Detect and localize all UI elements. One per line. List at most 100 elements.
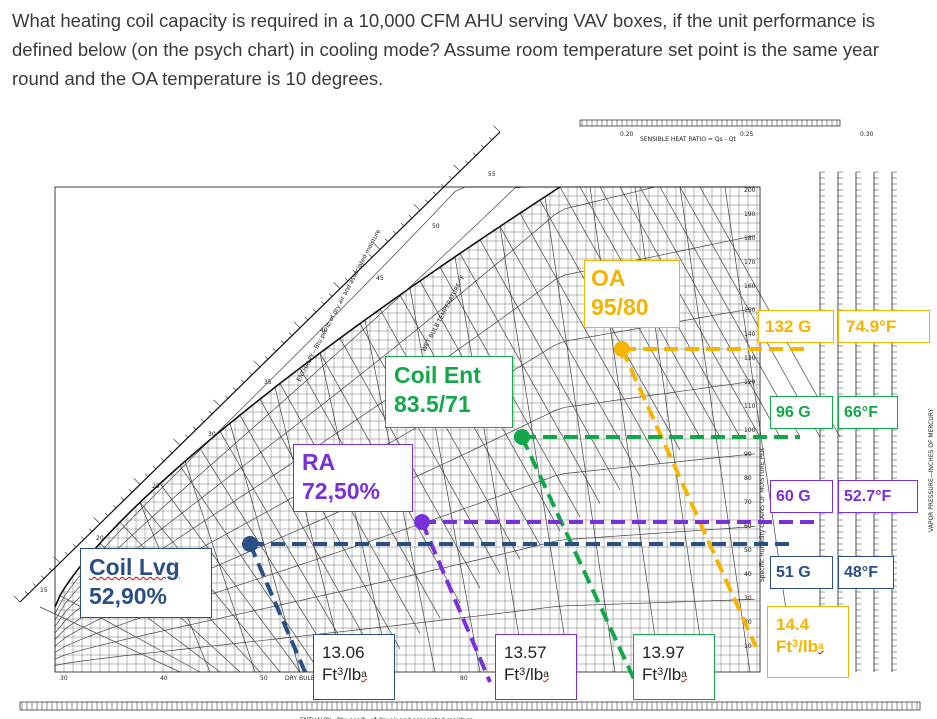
enthalpy-tick (344, 277, 349, 282)
enthalpy-tick (453, 164, 461, 172)
enthalpy-tick (304, 316, 309, 321)
wet-bulb-line (619, 186, 761, 438)
enthalpy-tick (280, 340, 285, 344)
coil-lvg-volume-value: 13.06 (322, 643, 365, 662)
enthalpy-tick (24, 591, 29, 595)
enthalpy-tick (104, 512, 109, 517)
grain-tick-label: 60 (744, 523, 752, 530)
enthalpy-tick (253, 360, 261, 368)
coil-lvg-grains-value: 51 G (776, 564, 811, 581)
enthalpy-tick-label: 35 (264, 379, 272, 386)
enthalpy-tick (72, 544, 77, 548)
coil-ent-label-line2: 83.5/71 (394, 391, 471, 417)
coil-lvg-label-line1: Coil Lvg (89, 554, 180, 580)
grain-tick-label: 110 (744, 403, 756, 410)
wet-bulb-line (39, 606, 181, 673)
enthalpy-tick-label: 30 (208, 431, 216, 438)
state-point-marker (614, 341, 630, 357)
wet-bulb-line (639, 186, 781, 438)
volume-line (544, 196, 616, 673)
coil-lvg-volume-unit: Ft3/lba (322, 665, 367, 684)
coil-ent-label-line1: Coil Ent (394, 362, 481, 388)
enthalpy-tick (368, 254, 373, 258)
enthalpy-tick (384, 238, 389, 242)
coil-ent-volume-box: 13.97 Ft3/lba (633, 634, 715, 700)
oa-label-box: OA 95/80 (584, 260, 680, 328)
enthalpy-tick (88, 528, 93, 532)
coil-ent-volume-value: 13.97 (642, 643, 685, 662)
enthalpy-tick-label: 50 (432, 223, 440, 230)
enthalpy-tick (160, 457, 165, 462)
grain-tick-label: 150 (744, 307, 756, 314)
enthalpy-left-title: ENTHALPY—Btu per lb of dry air and assoc… (296, 228, 383, 383)
wet-bulb-line (479, 239, 621, 491)
enthalpy-tick (240, 379, 245, 383)
enthalpy-tick (440, 183, 445, 188)
dry-bulb-tick: 40 (160, 675, 168, 682)
oa-label-line2: 95/80 (591, 294, 649, 320)
grain-tick-label: 180 (744, 235, 756, 242)
oa-grains-box: 132 G (758, 310, 834, 343)
enthalpy-tick (352, 269, 357, 274)
oa-grains-value: 132 G (765, 317, 812, 336)
wet-bulb-line (159, 483, 301, 673)
dry-bulb-tick: 80 (460, 675, 468, 682)
enthalpy-tick (328, 293, 333, 297)
volume-line (229, 423, 301, 673)
enthalpy-tick-label: 45 (376, 275, 384, 282)
grain-tick-label: 70 (744, 499, 752, 506)
enthalpy-tick (224, 395, 229, 399)
ra-label-line1: RA (302, 449, 336, 475)
enthalpy-tick-label: 15 (40, 587, 48, 594)
enthalpy-tick (192, 426, 197, 430)
enthalpy-tick (493, 125, 501, 133)
oa-volume-unit: Ft3/lba (776, 637, 824, 656)
chart-frame (54, 186, 761, 673)
enthalpy-tick (448, 175, 453, 180)
grain-tick-label: 190 (744, 211, 756, 218)
enthalpy-tick (32, 583, 37, 587)
state-point-overlay (242, 341, 815, 693)
coil-lvg-label-line2: 52,90% (89, 583, 168, 609)
wet-bulb-line (359, 323, 501, 574)
coil-ent-dewpoint-value: 66°F (844, 404, 878, 421)
enthalpy-tick (293, 321, 301, 329)
volume-line (409, 287, 481, 673)
dry-bulb-tick: 50 (260, 675, 268, 682)
enthalpy-tick (424, 199, 429, 203)
grain-tick-label: 10 (744, 643, 752, 650)
enthalpy-tick (464, 160, 469, 164)
enthalpy-tick (320, 301, 325, 305)
coil-ent-dewpoint-box: 66°F (838, 396, 898, 429)
volume-dash-line (248, 543, 307, 673)
wet-bulb-line (459, 253, 601, 504)
coil-ent-grains-box: 96 G (770, 396, 833, 429)
oa-label-line1: OA (591, 265, 626, 291)
enthalpy-tick (232, 387, 237, 391)
enthalpy-tick (152, 465, 157, 470)
volume-dash-line (520, 436, 642, 693)
grain-tick-label: 100 (744, 427, 756, 434)
enthalpy-tick (200, 418, 205, 423)
enthalpy-tick (120, 497, 125, 501)
wet-bulb-line (239, 414, 381, 666)
grain-tick-label: 170 (744, 259, 756, 266)
oa-dewpoint-value: 74.9°F (846, 317, 897, 336)
ra-grains-box: 60 G (770, 480, 833, 513)
wet-bulb-line (499, 226, 641, 477)
shr-tick-label: 0.20 (620, 131, 634, 138)
ra-label-box: RA 72,50% (293, 444, 413, 512)
coil-lvg-dewpoint-box: 48°F (838, 556, 894, 589)
volume-line (274, 387, 346, 673)
state-point-marker (242, 536, 258, 552)
volume-line (499, 226, 571, 673)
enthalpy-tick-label: 40 (320, 327, 328, 334)
state-point-marker (414, 514, 430, 530)
enthalpy-tick (128, 489, 133, 493)
coil-ent-label-box: Coil Ent 83.5/71 (385, 356, 513, 428)
enthalpy-tick (480, 144, 485, 148)
enthalpy-tick (472, 152, 477, 156)
ra-dewpoint-box: 52.7°F (838, 480, 918, 513)
enthalpy-tick (144, 473, 149, 477)
coil-lvg-grains-box: 51 G (770, 556, 833, 589)
